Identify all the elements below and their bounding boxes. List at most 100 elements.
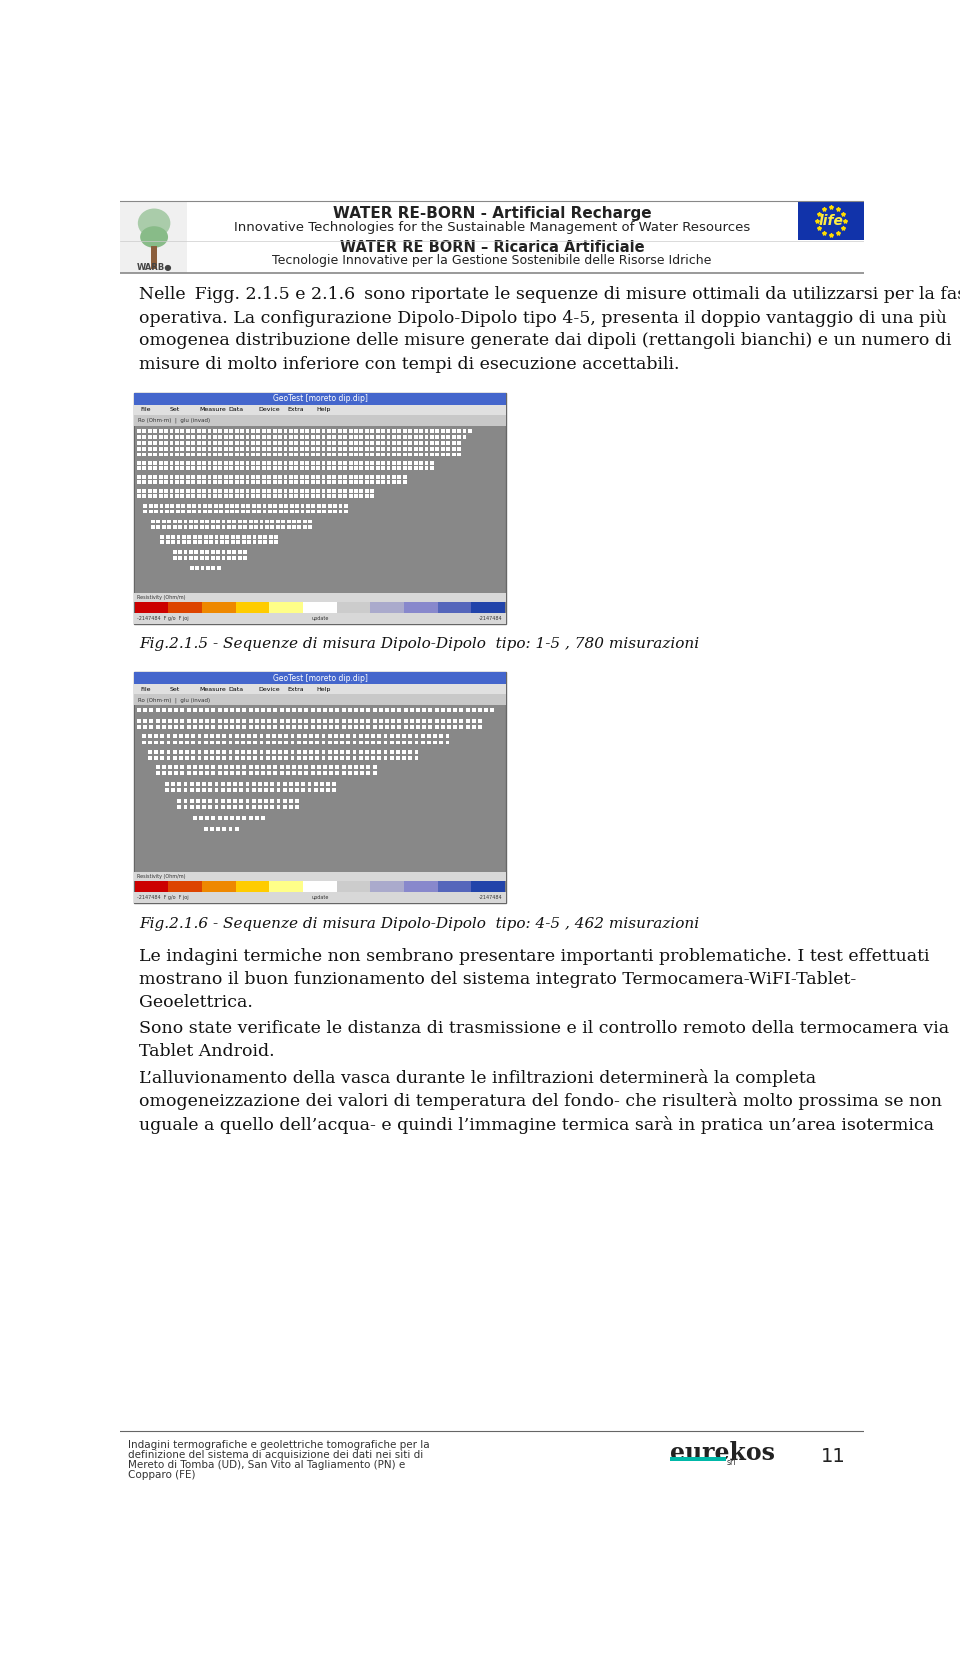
Bar	[252, 782, 255, 787]
Bar	[452, 435, 456, 438]
Bar	[329, 708, 333, 712]
Bar	[236, 718, 240, 723]
Bar	[371, 442, 374, 445]
Bar	[168, 718, 172, 723]
Bar	[249, 772, 252, 775]
Bar	[203, 510, 206, 513]
Bar	[185, 750, 189, 753]
Bar	[397, 725, 401, 728]
Bar	[165, 503, 169, 508]
Bar	[134, 892, 506, 904]
Bar	[365, 735, 369, 738]
Bar	[273, 462, 276, 465]
Bar	[300, 488, 303, 493]
Bar	[173, 525, 177, 528]
Bar	[295, 788, 299, 792]
Bar	[392, 475, 396, 478]
Bar	[457, 428, 461, 432]
Bar	[329, 718, 333, 723]
Bar	[254, 772, 259, 775]
Bar	[214, 540, 219, 543]
Bar	[227, 525, 230, 528]
Bar	[317, 725, 321, 728]
Bar	[670, 1457, 726, 1460]
Bar	[229, 442, 233, 445]
Bar	[348, 475, 352, 478]
Bar	[281, 525, 285, 528]
Bar	[183, 805, 187, 808]
Bar	[430, 447, 434, 452]
Bar	[305, 435, 309, 438]
Bar	[315, 735, 319, 738]
Bar	[246, 442, 250, 445]
Bar	[175, 765, 179, 768]
Bar	[154, 462, 157, 465]
Bar	[278, 447, 282, 452]
Bar	[420, 435, 423, 438]
Bar	[348, 493, 352, 498]
Bar	[219, 475, 223, 478]
Bar	[352, 755, 356, 760]
Bar	[219, 488, 223, 493]
Bar	[230, 772, 234, 775]
Bar	[253, 750, 257, 753]
Bar	[347, 755, 350, 760]
Bar	[173, 520, 177, 523]
Bar	[230, 817, 234, 820]
Bar	[297, 755, 300, 760]
Bar	[164, 442, 168, 445]
Bar	[352, 750, 356, 753]
Bar	[322, 462, 325, 465]
Bar	[234, 467, 239, 470]
Bar	[168, 882, 202, 892]
Bar	[158, 447, 162, 452]
Bar	[278, 442, 282, 445]
Bar	[324, 772, 327, 775]
Bar	[365, 480, 369, 483]
Bar	[224, 480, 228, 483]
Bar	[246, 435, 250, 438]
Bar	[420, 467, 423, 470]
Bar	[134, 602, 168, 613]
Bar	[371, 475, 374, 478]
Bar	[397, 428, 401, 432]
Bar	[300, 462, 303, 465]
Text: Ro (Ohm·m)  |  glu (invad): Ro (Ohm·m) | glu (invad)	[138, 417, 210, 423]
Bar	[198, 510, 202, 513]
Bar	[175, 442, 179, 445]
Bar	[339, 503, 343, 508]
Bar	[246, 493, 250, 498]
Bar	[211, 718, 215, 723]
Text: GeoTest [moreto dip.dip]: GeoTest [moreto dip.dip]	[273, 673, 368, 683]
Bar	[289, 447, 293, 452]
Bar	[402, 755, 406, 760]
Text: omogenea distribuzione delle misure generate dai dipoli (rettangoli bianchi) e u: omogenea distribuzione delle misure gene…	[139, 332, 952, 350]
Bar	[416, 718, 420, 723]
Bar	[354, 442, 358, 445]
Bar	[359, 480, 363, 483]
Bar	[424, 462, 428, 465]
Bar	[156, 520, 160, 523]
Bar	[311, 772, 315, 775]
Bar	[154, 467, 157, 470]
Bar	[162, 525, 166, 528]
Bar	[292, 525, 296, 528]
Bar	[236, 535, 240, 538]
Bar	[262, 480, 266, 483]
Bar	[298, 525, 301, 528]
Bar	[289, 782, 293, 787]
Bar	[199, 765, 203, 768]
Bar	[262, 488, 266, 493]
Bar	[175, 488, 179, 493]
Bar	[247, 740, 251, 745]
Bar	[365, 447, 369, 452]
Bar	[273, 453, 276, 457]
Bar	[240, 462, 244, 465]
Bar	[246, 788, 250, 792]
Bar	[365, 750, 369, 753]
Bar	[332, 428, 336, 432]
Bar	[134, 392, 506, 623]
Bar	[190, 782, 194, 787]
Bar	[210, 525, 214, 528]
Bar	[252, 805, 255, 808]
